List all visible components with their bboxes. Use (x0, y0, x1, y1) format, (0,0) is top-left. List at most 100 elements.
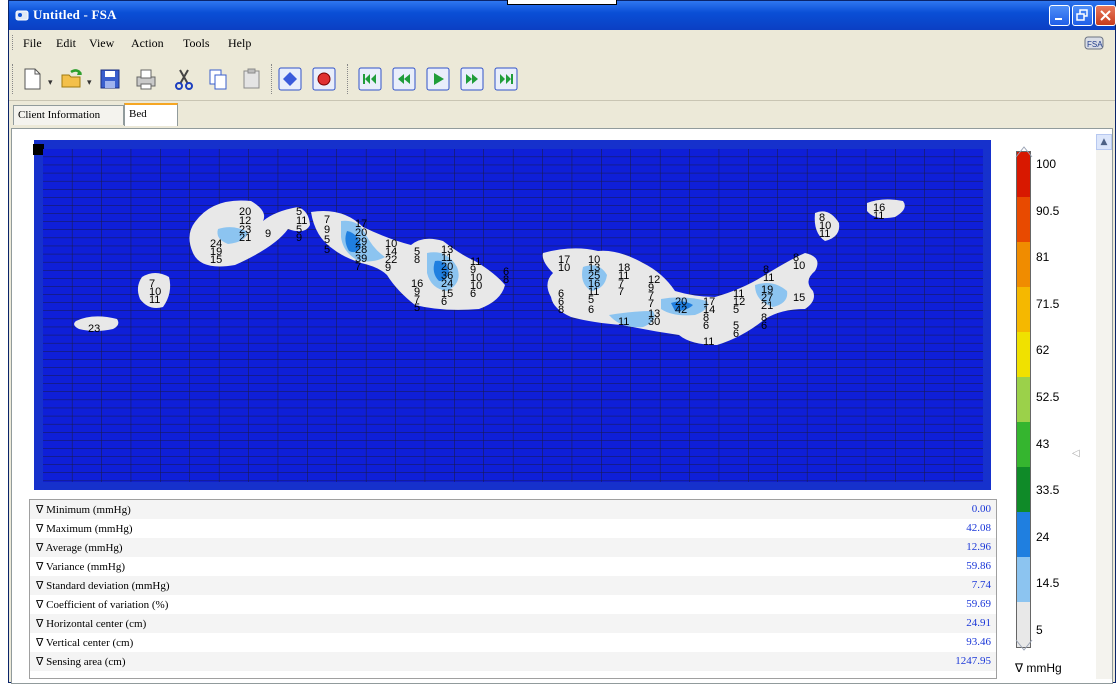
pressure-reading: 5 (733, 320, 739, 332)
pressure-region (671, 301, 693, 311)
open-folder-icon[interactable] (59, 66, 85, 92)
pressure-reading: 16 (588, 278, 600, 290)
stat-row-average[interactable]: ∇ Average (mmHg) 12.96 (30, 538, 996, 557)
pressure-reading: 9 (265, 228, 271, 240)
pressure-region (755, 283, 788, 307)
pressure-reading: 9 (470, 264, 476, 276)
pressure-regions (74, 199, 905, 345)
stat-value: 93.46 (966, 636, 991, 648)
maximize-button[interactable] (1072, 5, 1093, 26)
stat-row-horizontal-center[interactable]: ∇ Horizontal center (cm) 24.91 (30, 614, 996, 633)
pressure-reading: 11 (470, 256, 481, 268)
pressure-reading: 8 (819, 212, 825, 224)
stat-row-variance[interactable]: ∇ Variance (mmHg) 59.86 (30, 557, 996, 576)
new-file-icon[interactable] (19, 66, 45, 92)
calibrate-icon[interactable] (277, 66, 303, 92)
fsa-logo-icon: FSA (1084, 36, 1104, 50)
toolbar-separator-2 (347, 64, 351, 94)
pressure-reading: 10 (470, 280, 482, 292)
pressure-reading: 15 (210, 254, 222, 266)
pressure-map[interactable]: 20 12 23 21 24 19 15 9 5 11 5 9 7 9 5 5 17 20 29 28 39 7 10 14 2… (43, 149, 983, 482)
color-scale-bar[interactable] (1016, 151, 1031, 648)
stat-label: ∇ Standard deviation (mmHg) (36, 580, 170, 592)
pressure-reading: 6 (733, 328, 739, 340)
pressure-reading: 9 (324, 224, 330, 236)
tab-client-information[interactable]: Client Information (13, 105, 124, 125)
vertical-scrollbar[interactable]: ▲ (1096, 134, 1112, 679)
menu-edit[interactable]: Edit (56, 36, 76, 50)
pressure-reading: 16 (873, 202, 885, 214)
stat-row-std-dev[interactable]: ∇ Standard deviation (mmHg) 7.74 (30, 576, 996, 595)
pressure-reading: 9 (414, 286, 420, 298)
pressure-reading: 15 (793, 292, 805, 304)
pressure-reading: 6 (558, 288, 564, 300)
pressure-reading: 11 (873, 210, 884, 222)
pressure-reading: 6 (558, 296, 564, 308)
origin-marker (33, 144, 44, 155)
stat-label: ∇ Horizontal center (cm) (36, 618, 147, 630)
pressure-reading: 42 (675, 304, 687, 316)
pressure-reading: 5 (324, 244, 330, 256)
close-button[interactable] (1095, 5, 1116, 26)
menu-tools[interactable]: Tools (183, 36, 210, 50)
scroll-up-icon[interactable]: ▲ (1096, 134, 1112, 150)
toolbar-separator (271, 64, 275, 94)
pressure-reading: 19 (761, 284, 773, 296)
lower-threshold-icon[interactable] (1013, 638, 1035, 652)
menu-help[interactable]: Help (228, 36, 252, 50)
rewind-icon[interactable] (391, 66, 417, 92)
paste-icon[interactable] (239, 66, 265, 92)
color-scale-label: 62 (1036, 343, 1050, 358)
top-marker (507, 0, 617, 5)
pressure-reading: 21 (761, 300, 773, 312)
stat-row-sensing-area[interactable]: ∇ Sensing area (cm) 1247.95 (30, 652, 996, 671)
minimize-button[interactable] (1049, 5, 1070, 26)
record-icon[interactable] (311, 66, 337, 92)
fast-forward-icon[interactable] (459, 66, 485, 92)
color-scale-label: 81 (1036, 250, 1050, 265)
stat-row-coefficient[interactable]: ∇ Coefficient of variation (%) 59.69 (30, 595, 996, 614)
menu-file[interactable]: File (23, 36, 42, 50)
pressure-reading: 14 (385, 246, 397, 258)
save-icon[interactable] (97, 66, 123, 92)
cut-icon[interactable] (171, 66, 197, 92)
stat-row-maximum[interactable]: ∇ Maximum (mmHg) 42.08 (30, 519, 996, 538)
pressure-reading: 7 (648, 290, 654, 302)
tab-bed[interactable]: Bed (124, 103, 178, 126)
pressure-reading: 8 (703, 312, 709, 324)
menu-view[interactable]: View (89, 36, 115, 50)
pressure-reading: 23 (239, 224, 251, 236)
copy-icon[interactable] (205, 66, 231, 92)
stat-row-vertical-center[interactable]: ∇ Vertical center (cm) 93.46 (30, 633, 996, 652)
new-dropdown-icon[interactable]: ▾ (48, 78, 53, 88)
pressure-reading: 5 (733, 304, 739, 316)
menu-action[interactable]: Action (131, 36, 164, 50)
first-frame-icon[interactable] (357, 66, 383, 92)
color-scale-label: 52.5 (1036, 390, 1060, 404)
stat-row-minimum[interactable]: ∇ Minimum (mmHg) 0.00 (30, 500, 996, 519)
pressure-reading: 20 (239, 206, 251, 218)
color-scale-label: 90.5 (1036, 203, 1060, 218)
pressure-reading: 12 (648, 274, 660, 286)
play-icon[interactable] (425, 66, 451, 92)
pressure-reading: 17 (558, 254, 570, 266)
pressure-reading: 17 (703, 296, 715, 308)
pressure-reading: 7 (324, 214, 330, 226)
color-scale-unit: ∇ mmHg (1015, 661, 1062, 675)
stat-value: 59.86 (966, 560, 991, 572)
open-dropdown-icon[interactable]: ▾ (87, 78, 92, 88)
pressure-region (542, 248, 818, 345)
color-scale-label: 14.5 (1036, 576, 1060, 591)
pressure-reading: 11 (149, 294, 160, 306)
print-icon[interactable] (133, 66, 159, 92)
pressure-reading: 11 (703, 336, 714, 348)
color-scale-label: 24 (1036, 529, 1050, 544)
splitter-arrow-icon[interactable]: ◁ (1072, 448, 1080, 459)
upper-threshold-icon[interactable] (1013, 145, 1035, 159)
last-frame-icon[interactable] (493, 66, 519, 92)
pressure-reading: 8 (763, 264, 769, 276)
pressure-reading: 10 (149, 286, 161, 298)
pressure-reading: 8 (793, 252, 799, 264)
pressure-region (74, 316, 119, 331)
pressure-region (609, 311, 655, 328)
